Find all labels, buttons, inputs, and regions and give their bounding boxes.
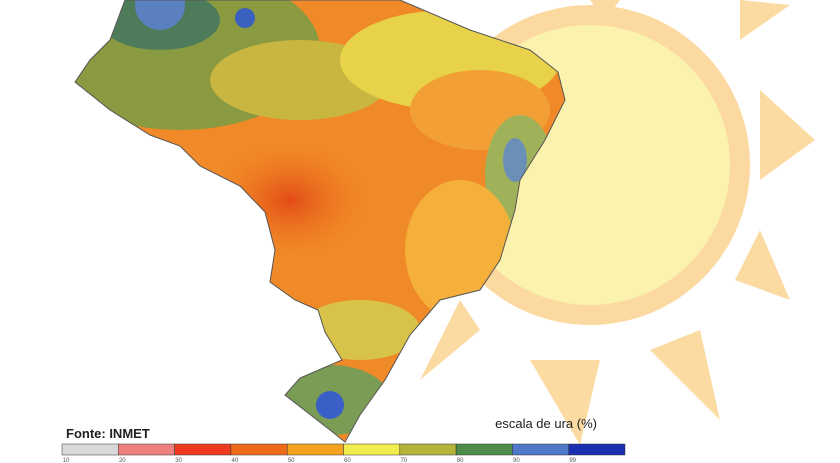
legend-swatch [286,443,344,456]
legend-tick: 90 [513,458,520,463]
legend-swatch [512,443,569,456]
legend: 10 20 30 40 50 60 70 80 90 99 [61,443,626,463]
legend-tick: 50 [288,458,295,463]
legend-swatch [399,443,457,456]
source: Fonte: INMET [66,426,150,441]
legend-tick: 60 [344,458,351,463]
legend-tick: 99 [569,458,576,463]
legend-tick: 20 [119,458,126,463]
legend-tick: 80 [457,458,464,463]
legend-swatch [174,443,232,456]
legend-swatch [343,443,401,456]
legend-tick: 70 [400,458,407,463]
legend-swatch [118,443,175,456]
legend-tick: 10 [63,458,70,463]
legend-title: escala de ura (%) [495,416,597,431]
legend-swatch [61,443,119,456]
legend-swatch [230,443,288,456]
legend-tick: 30 [175,458,182,463]
border [74,0,566,443]
legend-swatch [455,443,513,456]
legend-swatch [568,443,626,456]
legend-tick: 40 [232,458,239,463]
